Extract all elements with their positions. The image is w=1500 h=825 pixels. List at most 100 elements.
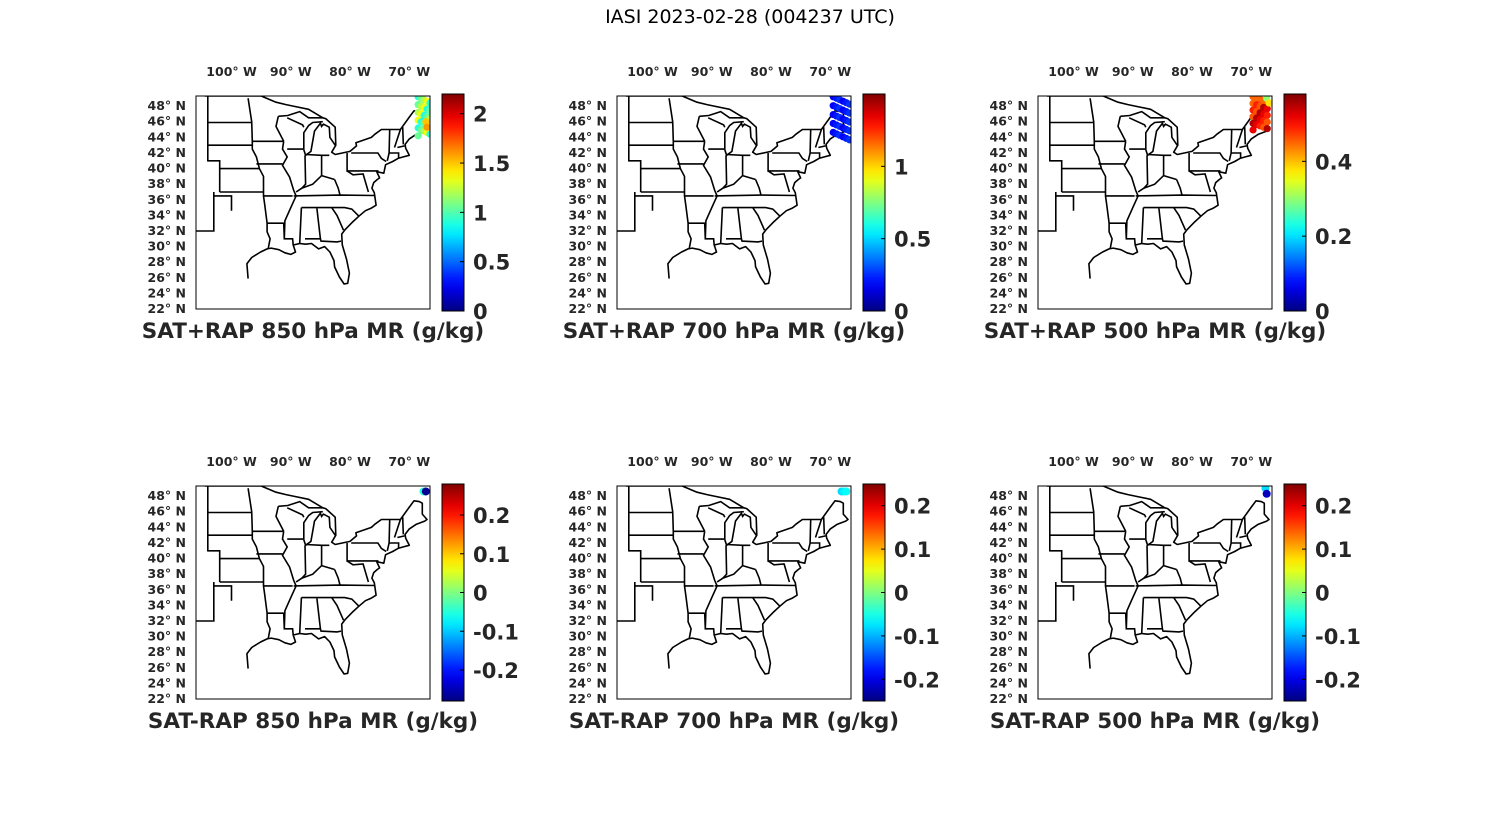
lat-tick-label: 26° N	[148, 270, 186, 285]
state-boundary	[714, 194, 796, 197]
map-frame	[195, 485, 431, 700]
map-panel-sat-minus-rap-700: 100° W 90° W 80° W 70° W 48° N 46° N 44° N 42° …	[531, 450, 951, 750]
lake-shoreline	[699, 500, 744, 509]
lat-tick-label: 40° N	[569, 551, 607, 566]
colorbar-tick-label: 0.1	[894, 538, 931, 562]
state-boundary	[293, 584, 375, 587]
state-boundary	[333, 179, 341, 196]
state-boundary	[1128, 507, 1147, 518]
lat-tick-label: 44° N	[148, 129, 186, 144]
map-svg: 100° W 90° W 80° W 70° W 48° N46° N44° N42° …	[990, 454, 1361, 706]
state-boundary	[617, 582, 636, 622]
state-boundary	[1038, 582, 1057, 622]
state-boundary	[281, 531, 297, 629]
state-boundary	[1123, 531, 1139, 629]
lake-shoreline	[1120, 500, 1165, 509]
lon-tick-label: 70° W	[388, 64, 430, 79]
lat-tick-label: 46° N	[569, 114, 607, 129]
lat-tick-label: 38° N	[148, 176, 186, 191]
lake-shoreline	[303, 511, 336, 547]
state-boundary	[814, 129, 823, 148]
state-boundary	[722, 596, 781, 607]
lake-shoreline	[303, 510, 323, 540]
state-boundary	[196, 192, 215, 232]
lake-shoreline	[724, 121, 757, 157]
lat-tick-label: 30° N	[569, 239, 607, 254]
state-boundary	[714, 584, 796, 587]
observation-point	[1265, 99, 1272, 107]
state-boundary	[275, 116, 285, 142]
colorbar-tick-label: 0.1	[473, 543, 510, 567]
colorbar-tick-label: 0.5	[473, 251, 510, 275]
state-boundary	[688, 222, 715, 246]
state-boundary	[1135, 194, 1217, 197]
observation-point	[422, 118, 430, 126]
lat-tick-label: 40° N	[990, 161, 1028, 176]
state-boundary	[286, 507, 305, 518]
lon-tick-label: 90° W	[1112, 454, 1154, 469]
lat-tick-label: 48° N	[990, 98, 1028, 113]
state-boundary	[305, 153, 330, 157]
state-boundary	[726, 153, 751, 157]
map-frame	[195, 95, 431, 310]
state-boundary	[401, 127, 405, 145]
observation-point	[423, 123, 430, 131]
state-boundary	[1147, 628, 1184, 633]
observation-point	[845, 109, 851, 117]
state-boundary	[767, 153, 800, 172]
lat-tick-label: 22° N	[148, 301, 186, 316]
state-boundary	[301, 564, 335, 579]
observation-point	[426, 130, 430, 138]
state-boundary	[1140, 207, 1145, 244]
state-boundary	[628, 550, 642, 582]
state-boundary	[668, 98, 692, 249]
state-boundary	[346, 560, 370, 583]
colorbar-tick-label: -0.1	[894, 625, 940, 649]
map-svg: 100° W 90° W 80° W 70° W 48° N46° N44° N42° …	[990, 64, 1353, 324]
coastline	[625, 486, 849, 675]
state-boundary	[1173, 597, 1187, 621]
state-boundary	[331, 207, 345, 231]
state-boundary	[1230, 542, 1242, 549]
state-boundary	[707, 117, 726, 128]
colorbar-tick-label: 0	[894, 300, 909, 324]
colorbar-tick-label: 2	[473, 103, 488, 127]
lat-tick-label: 40° N	[148, 161, 186, 176]
colorbar-tick-label: 0	[473, 300, 488, 324]
lat-tick-label: 42° N	[990, 535, 1028, 550]
state-boundary	[1235, 519, 1244, 538]
state-boundary	[247, 98, 271, 249]
lat-tick-label: 46° N	[990, 504, 1028, 519]
lon-tick-label: 100° W	[206, 454, 257, 469]
lat-tick-label: 48° N	[148, 488, 186, 503]
observation-point	[1263, 111, 1271, 119]
coastline	[204, 486, 428, 675]
state-boundary	[726, 543, 751, 547]
state-boundary	[1235, 129, 1244, 148]
lat-tick-label: 46° N	[148, 504, 186, 519]
lake-shoreline	[303, 120, 323, 150]
lat-tick-label: 42° N	[569, 145, 607, 160]
lat-tick-label: 34° N	[148, 207, 186, 222]
observation-point	[1262, 489, 1271, 498]
lat-tick-label: 32° N	[148, 613, 186, 628]
state-boundary	[1147, 543, 1172, 547]
colorbar	[862, 93, 886, 312]
lon-tick-label: 70° W	[809, 64, 851, 79]
lat-tick-label: 22° N	[990, 691, 1028, 706]
state-boundary	[388, 542, 400, 549]
lon-tick-label: 100° W	[627, 64, 678, 79]
state-boundary	[1193, 542, 1229, 553]
lat-tick-label: 48° N	[148, 98, 186, 113]
map-svg: 100° W 90° W 80° W 70° W 48° N46° N44° N42° …	[569, 64, 932, 324]
state-boundary	[634, 585, 654, 601]
state-boundary	[1143, 596, 1202, 607]
state-boundary	[1228, 129, 1233, 161]
lat-tick-label: 42° N	[569, 535, 607, 550]
map-panel-sat-plus-rap-700: 100° W 90° W 80° W 70° W 48° N 46° N 44° N 42° …	[531, 60, 951, 360]
observation-point	[414, 132, 422, 140]
state-boundary	[301, 206, 360, 217]
lon-tick-label: 80° W	[750, 64, 792, 79]
state-boundary	[1055, 585, 1075, 601]
lon-tick-label: 70° W	[809, 454, 851, 469]
